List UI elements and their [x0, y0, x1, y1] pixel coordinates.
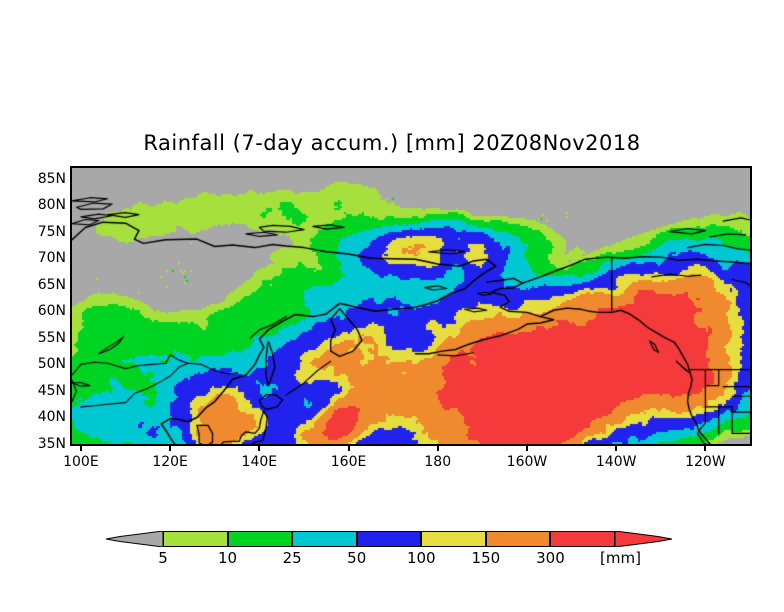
map-plot-area	[70, 166, 752, 446]
colorbar-swatch-300+	[550, 531, 615, 547]
x-axis-tick-140E: 140E	[241, 454, 278, 470]
y-axis-tick-40N: 40N	[37, 409, 66, 426]
colorbar-swatch-25-50	[292, 531, 357, 547]
colorbar-label-300: 300	[536, 549, 565, 567]
x-axis-tick-160E: 160E	[330, 454, 367, 470]
x-axis-tick-160W: 160W	[506, 454, 548, 470]
colorbar-over-arrow	[615, 531, 672, 547]
y-axis-tick-60N: 60N	[37, 303, 66, 320]
x-axis-tick-120W: 120W	[685, 454, 726, 470]
y-axis-tick-55N: 55N	[37, 329, 66, 346]
x-axis-tick-mark	[436, 444, 439, 451]
x-axis-tick-mark	[347, 444, 350, 451]
x-axis-tick-mark	[79, 444, 82, 451]
y-axis-tick-labels: 85N 80N 75N 70N 65N 60N 55N 50N 45N 40N 35N	[18, 166, 87, 451]
x-axis-tick-120E: 120E	[152, 454, 188, 470]
y-axis-tick-85N: 85N	[37, 170, 66, 187]
y-axis-tick-70N: 70N	[37, 250, 66, 267]
colorbar-swatch-10-25	[227, 531, 293, 547]
colorbar-under-arrow	[106, 531, 163, 547]
colorbar-tick-labels: 5 10 25 50 100 150 300	[0, 549, 784, 571]
x-axis-tick-mark	[258, 444, 261, 451]
y-axis-tick-75N: 75N	[37, 223, 66, 240]
x-axis-tick-mark	[704, 444, 707, 451]
x-axis-tick-100E: 100E	[63, 454, 99, 470]
colorbar-label-100: 100	[406, 549, 436, 567]
colorbar-swatch-150-300	[485, 531, 551, 547]
x-axis-tick-labels: 100E 120E 140E 160E 180 160W 140W 120W	[0, 444, 784, 478]
figure-title: Rainfall (7-day accum.) [mm] 20Z08Nov201…	[143, 131, 641, 155]
colorbar	[106, 531, 672, 547]
colorbar-label-5: 5	[158, 549, 168, 567]
colorbar-label-10: 10	[218, 549, 238, 567]
colorbar-unit-label: [mm]	[600, 549, 641, 567]
colorbar-swatch-5-10	[163, 531, 228, 547]
y-axis-tick-65N: 65N	[37, 276, 66, 293]
x-axis-tick-mark	[169, 444, 172, 451]
y-axis-tick-50N: 50N	[37, 356, 66, 373]
colorbar-swatch-100-150	[421, 531, 486, 547]
y-axis-tick-80N: 80N	[37, 197, 66, 214]
colorbar-label-150: 150	[471, 549, 501, 567]
y-axis-tick-45N: 45N	[37, 382, 66, 399]
x-axis-tick-140W: 140W	[595, 454, 637, 470]
x-axis-tick-mark	[525, 444, 528, 451]
colorbar-label-50: 50	[347, 549, 367, 567]
rainfall-raster	[72, 168, 750, 444]
colorbar-swatch-50-100	[356, 531, 422, 547]
y-axis-tick-35N: 35N	[37, 436, 66, 452]
x-axis-tick-180: 180	[424, 454, 452, 470]
colorbar-label-25: 25	[282, 549, 302, 567]
x-axis-tick-mark	[615, 444, 618, 451]
